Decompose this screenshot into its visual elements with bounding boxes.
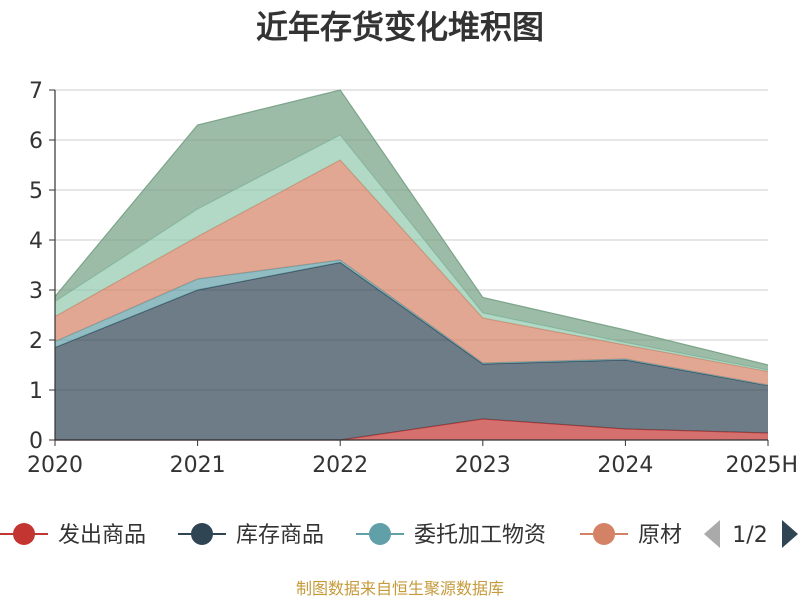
area-series-5 xyxy=(55,90,768,370)
x-tick-label-2022: 2022 xyxy=(312,453,368,478)
legend-label-2: 委托加工物资 xyxy=(414,523,546,548)
legend-items: 发出商品 库存商品 委托加工物资 原材 xyxy=(0,523,682,548)
legend-marker-0 xyxy=(13,523,35,545)
area-series-4 xyxy=(55,135,768,372)
legend-pager: 1/2 xyxy=(704,520,798,548)
x-tick-label-2020: 2020 xyxy=(27,453,83,478)
x-tick-label-2024: 2024 xyxy=(597,453,653,478)
legend: 发出商品 库存商品 委托加工物资 原材 xyxy=(0,523,682,548)
area-series-3 xyxy=(55,160,768,385)
legend-prev-icon[interactable] xyxy=(704,520,720,548)
y-tick-label-2: 2 xyxy=(29,329,43,354)
y-tick-label-7: 7 xyxy=(29,79,43,104)
area-series-1 xyxy=(55,262,768,440)
legend-next-icon[interactable] xyxy=(782,520,798,548)
legend-item-1[interactable]: 库存商品 xyxy=(178,523,324,548)
area-series xyxy=(54,89,769,441)
legend-marker-1 xyxy=(191,523,213,545)
legend-marker-2 xyxy=(369,523,391,545)
chart-title: 近年存货变化堆积图 xyxy=(256,8,544,46)
axes xyxy=(54,90,768,441)
legend-page-indicator: 1/2 xyxy=(732,523,767,548)
x-tick-labels: 2020 2021 2022 2023 2024 2025H xyxy=(27,440,798,478)
x-tick-label-2023: 2023 xyxy=(455,453,511,478)
y-tick-labels: 0 1 2 3 4 5 6 7 xyxy=(29,79,55,454)
legend-item-0[interactable]: 发出商品 xyxy=(0,523,146,548)
legend-marker-3 xyxy=(593,523,615,545)
y-tick-label-4: 4 xyxy=(29,229,43,254)
area-series-5-line xyxy=(54,89,769,366)
x-tick-label-2021: 2021 xyxy=(170,453,226,478)
y-tick-label-5: 5 xyxy=(29,179,43,204)
data-source-note: 制图数据来自恒生聚源数据库 xyxy=(296,579,504,598)
y-tick-label-0: 0 xyxy=(29,429,43,454)
legend-item-2[interactable]: 委托加工物资 xyxy=(356,523,546,548)
legend-label-1: 库存商品 xyxy=(236,523,324,548)
legend-item-3[interactable]: 原材 xyxy=(580,523,682,548)
x-tick-label-2025H: 2025H xyxy=(725,453,798,478)
legend-label-3: 原材 xyxy=(638,523,682,548)
y-tick-label-6: 6 xyxy=(29,129,43,154)
legend-label-0: 发出商品 xyxy=(58,523,146,548)
y-tick-label-1: 1 xyxy=(29,379,43,404)
y-tick-label-3: 3 xyxy=(29,279,43,304)
